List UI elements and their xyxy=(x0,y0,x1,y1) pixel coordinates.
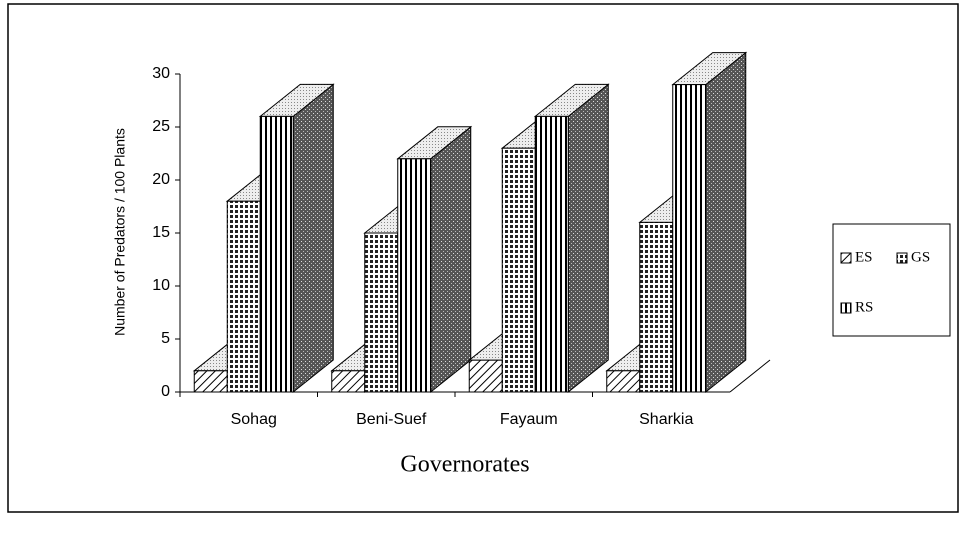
bar xyxy=(639,221,674,393)
y-tick-label: 10 xyxy=(152,277,170,294)
y-tick-label: 25 xyxy=(152,118,170,135)
frame xyxy=(7,3,959,513)
legend-label: GS xyxy=(911,249,930,265)
y-tick-label: 5 xyxy=(161,330,170,347)
x-tick-label: Sharkia xyxy=(639,411,693,428)
legend-swatch xyxy=(840,302,852,314)
legend-swatch xyxy=(896,252,908,264)
x-tick-label: Beni-Suef xyxy=(356,411,427,428)
x-axis-title: Governorates xyxy=(400,452,529,478)
legend xyxy=(832,223,951,337)
bar xyxy=(468,359,503,393)
bar xyxy=(501,147,536,393)
floor-edge xyxy=(729,359,771,393)
y-tick-label: 0 xyxy=(161,383,170,400)
bar xyxy=(193,370,228,393)
legend-swatch xyxy=(840,252,852,264)
bar-side xyxy=(292,83,334,394)
y-tick-label: 15 xyxy=(152,224,170,241)
bar-side xyxy=(567,83,609,394)
y-tick-label: 20 xyxy=(152,171,170,188)
bar xyxy=(606,370,641,393)
bar xyxy=(672,84,707,393)
x-tick-label: Sohag xyxy=(231,411,277,428)
bar-side xyxy=(430,125,472,394)
bar xyxy=(397,158,432,393)
bar-side xyxy=(705,51,747,394)
bar xyxy=(226,200,261,393)
y-axis-title: Number of Predators / 100 Plants xyxy=(112,128,128,336)
bar xyxy=(534,115,569,393)
bar xyxy=(364,232,399,393)
y-tick-label: 30 xyxy=(152,65,170,82)
bar xyxy=(259,115,294,393)
x-tick-label: Fayaum xyxy=(500,411,558,428)
bar xyxy=(331,370,366,393)
legend-label: ES xyxy=(855,249,873,265)
legend-label: RS xyxy=(855,299,873,315)
